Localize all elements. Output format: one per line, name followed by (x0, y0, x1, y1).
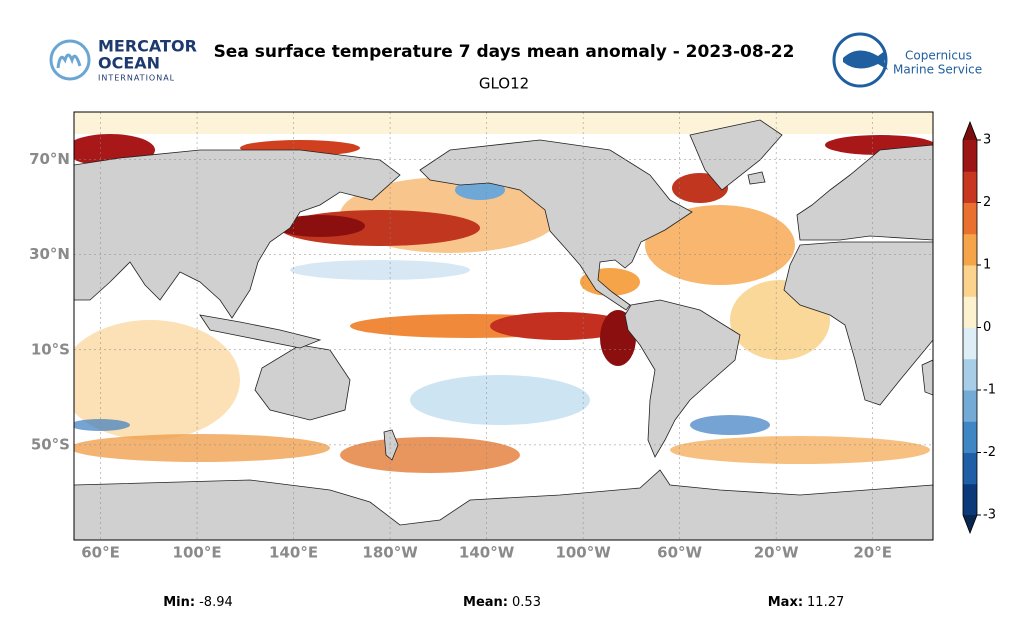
colorbar-band (963, 390, 977, 422)
land (74, 119, 933, 540)
stat: Mean: 0.53 (463, 595, 541, 610)
colorbar-extend (963, 122, 977, 140)
stat-label: Mean: (463, 595, 508, 610)
x-tick-label: 140°E (269, 544, 318, 562)
grid (74, 112, 933, 540)
logo-text: Marine Service (893, 63, 982, 77)
stat-label: Max: (768, 595, 803, 610)
stat: Min: -8.94 (163, 595, 233, 610)
title: Sea surface temperature 7 days mean anom… (214, 42, 795, 62)
colorbar-band (963, 296, 977, 328)
y-tick-label: 50°S (31, 435, 70, 453)
subtitle: GLO12 (479, 75, 529, 93)
x-tick-label: 100°W (555, 544, 611, 562)
logo-text: OCEAN (98, 54, 160, 73)
colorbar-tick-label: -3 (983, 508, 996, 523)
colorbar-band (963, 421, 977, 453)
colorbar-band (963, 265, 977, 297)
colorbar-band (963, 483, 977, 516)
colorbar-band (963, 202, 977, 235)
stat-label: Min: (163, 595, 195, 610)
colorbar-band (963, 171, 977, 203)
colorbar-tick-label: 3 (983, 133, 991, 148)
stat: Max: 11.27 (768, 595, 845, 610)
copernicus-logo: Copernicus Marine Service (832, 32, 982, 88)
stats: Min: -8.94 Mean: 0.53 Max: 11.27 (163, 595, 844, 610)
y-tick-label: 30°N (29, 245, 70, 263)
colorbar-tick-label: 2 (983, 195, 991, 210)
mercator-logo: MERCATOR OCEAN INTERNATIONAL (49, 37, 197, 83)
logo-text: INTERNATIONAL (98, 74, 175, 83)
stat-value: 11.27 (807, 595, 844, 610)
colorbar-band (963, 140, 977, 172)
x-tick-label: 20°E (853, 544, 892, 562)
x-tick-label: 60°E (81, 544, 120, 562)
stat-value: 0.53 (512, 595, 541, 610)
colorbar-band (963, 233, 977, 266)
map-frame (73, 111, 934, 541)
x-tick-label: 100°E (173, 544, 222, 562)
colorbar-tick-label: -2 (983, 445, 996, 460)
anomaly-field (74, 134, 933, 473)
colorbar: 3 2 1 0 -1 -2 -3 (962, 120, 996, 535)
x-tick-label: 20°W (754, 544, 799, 562)
colorbar-tick-label: -1 (983, 383, 996, 398)
y-tick-label: 70°N (29, 150, 70, 168)
colorbar-extend (963, 515, 977, 533)
y-tick-label: 10°S (31, 340, 70, 358)
colorbar-band (963, 358, 977, 391)
colorbar-band (963, 327, 977, 360)
colorbar-tick-label: 0 (983, 320, 991, 335)
x-tick-label: 180°W (362, 544, 418, 562)
stat-value: -8.94 (199, 595, 233, 610)
x-tick-label: 60°W (657, 544, 702, 562)
logo-text: Copernicus (905, 49, 972, 63)
colorbar-tick-label: 1 (983, 258, 991, 273)
logo-text: MERCATOR (98, 37, 197, 56)
map (74, 112, 933, 540)
x-tick-label: 140°W (459, 544, 515, 562)
colorbar-band (963, 452, 977, 485)
